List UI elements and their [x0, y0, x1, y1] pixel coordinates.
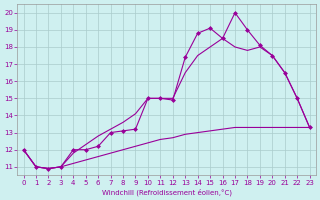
X-axis label: Windchill (Refroidissement éolien,°C): Windchill (Refroidissement éolien,°C) — [101, 188, 232, 196]
